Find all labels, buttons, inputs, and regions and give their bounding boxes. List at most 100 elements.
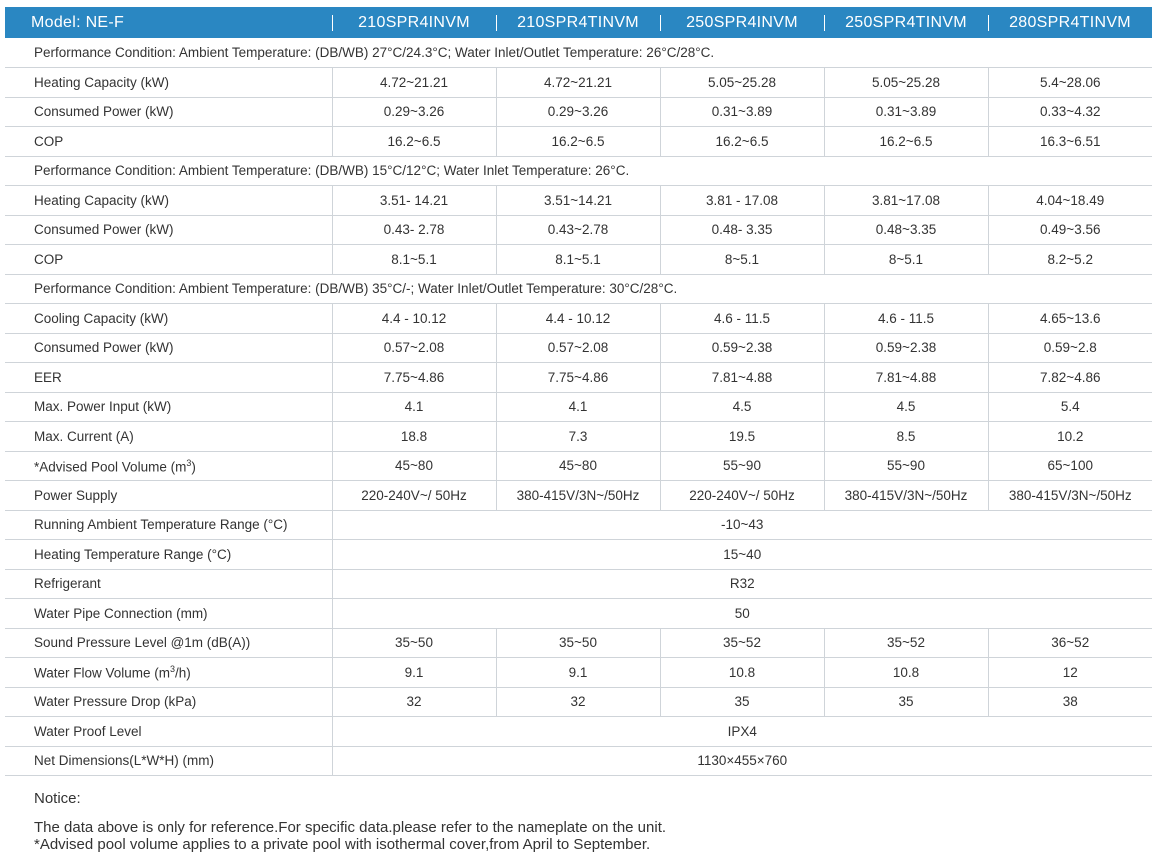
cell: 8.1~5.1 — [332, 244, 497, 275]
cell: 380-415V/3N~/50Hz — [824, 480, 989, 511]
table-row: Water Pipe Connection (mm) 50 — [5, 598, 1152, 629]
cell: 45~80 — [332, 451, 497, 481]
table-row: Sound Pressure Level @1m (dB(A)) 35~50 3… — [5, 628, 1152, 658]
cell: 0.33~4.32 — [988, 97, 1152, 127]
table-row: *Advised Pool Volume (m3) 45~80 45~80 55… — [5, 451, 1152, 481]
row-label: Max. Current (A) — [5, 421, 333, 452]
cell: 7.3 — [496, 421, 661, 452]
row-label: Water Proof Level — [5, 716, 333, 747]
cell: 0.57~2.08 — [332, 333, 497, 363]
model-header: 280SPR4TINVM — [988, 7, 1152, 38]
condition-row: Performance Condition: Ambient Temperatu… — [5, 274, 1152, 304]
cell: 4.72~21.21 — [332, 67, 497, 98]
cell: 7.75~4.86 — [496, 362, 661, 393]
table-row: Net Dimensions(L*W*H) (mm) 1130×455×760 — [5, 746, 1152, 776]
cell: 4.65~13.6 — [988, 303, 1152, 334]
cell: 45~80 — [496, 451, 661, 481]
cell: 32 — [496, 687, 661, 717]
table-row: Heating Capacity (kW) 4.72~21.21 4.72~21… — [5, 67, 1152, 98]
condition-row: Performance Condition: Ambient Temperatu… — [5, 38, 1152, 68]
table-row: COP 16.2~6.5 16.2~6.5 16.2~6.5 16.2~6.5 … — [5, 126, 1152, 157]
table-row: Water Pressure Drop (kPa) 32 32 35 35 38 — [5, 687, 1152, 717]
cell: 0.43~2.78 — [496, 215, 661, 245]
cell: 38 — [988, 687, 1152, 717]
cell: 18.8 — [332, 421, 497, 452]
cell: 7.82~4.86 — [988, 362, 1152, 393]
cell: 3.51~14.21 — [496, 185, 661, 216]
row-label: Water Pipe Connection (mm) — [5, 598, 333, 629]
cell-span: R32 — [332, 569, 1152, 599]
cell: 35~52 — [660, 628, 825, 658]
model-header: 250SPR4INVM — [660, 7, 824, 38]
table-row: Water Proof Level IPX4 — [5, 716, 1152, 747]
cell: 0.59~2.38 — [660, 333, 825, 363]
cell: 4.1 — [496, 392, 661, 422]
cell: 0.57~2.08 — [496, 333, 661, 363]
row-label: Consumed Power (kW) — [5, 333, 333, 363]
cell: 36~52 — [988, 628, 1152, 658]
cell: 9.1 — [496, 657, 661, 688]
row-label: Heating Capacity (kW) — [5, 67, 333, 98]
cell: 0.59~2.8 — [988, 333, 1152, 363]
table-row: Running Ambient Temperature Range (°C) -… — [5, 510, 1152, 540]
cell: 0.48~3.35 — [824, 215, 989, 245]
table-row: Max. Current (A) 18.8 7.3 19.5 8.5 10.2 — [5, 421, 1152, 452]
cell: 35 — [824, 687, 989, 717]
table-row: Consumed Power (kW) 0.57~2.08 0.57~2.08 … — [5, 333, 1152, 363]
cell: 35~50 — [496, 628, 661, 658]
cell: 220-240V~/ 50Hz — [332, 480, 497, 511]
cell: 4.1 — [332, 392, 497, 422]
row-label: Heating Temperature Range (°C) — [5, 539, 333, 570]
cell: 380-415V/3N~/50Hz — [496, 480, 661, 511]
row-label: COP — [5, 244, 333, 275]
cell: 4.6 - 11.5 — [660, 303, 825, 334]
table-row: Power Supply 220-240V~/ 50Hz 380-415V/3N… — [5, 480, 1152, 511]
row-label: COP — [5, 126, 333, 157]
cell: 0.31~3.89 — [824, 97, 989, 127]
table-row: Consumed Power (kW) 0.29~3.26 0.29~3.26 … — [5, 97, 1152, 127]
cell: 10.2 — [988, 421, 1152, 452]
row-label: *Advised Pool Volume (m3) — [5, 451, 333, 481]
cell-span: 1130×455×760 — [332, 746, 1152, 776]
table-row: Consumed Power (kW) 0.43- 2.78 0.43~2.78… — [5, 215, 1152, 245]
row-label: Refrigerant — [5, 569, 333, 599]
cell: 10.8 — [824, 657, 989, 688]
cell: 16.2~6.5 — [332, 126, 497, 157]
row-label: Power Supply — [5, 480, 333, 511]
model-header: 250SPR4TINVM — [824, 7, 988, 38]
cell-span: -10~43 — [332, 510, 1152, 540]
table-row: Cooling Capacity (kW) 4.4 - 10.12 4.4 - … — [5, 303, 1152, 334]
table-row: Max. Power Input (kW) 4.1 4.1 4.5 4.5 5.… — [5, 392, 1152, 422]
cell: 8.5 — [824, 421, 989, 452]
cell-span: 50 — [332, 598, 1152, 629]
cell: 3.51- 14.21 — [332, 185, 497, 216]
table-row: Heating Temperature Range (°C) 15~40 — [5, 539, 1152, 570]
notice-line: *Advised pool volume applies to a privat… — [34, 836, 651, 853]
notice-line: The data above is only for reference.For… — [34, 819, 667, 836]
cell: 4.4 - 10.12 — [332, 303, 497, 334]
cell: 4.4 - 10.12 — [496, 303, 661, 334]
cell: 8~5.1 — [660, 244, 825, 275]
table-row: EER 7.75~4.86 7.75~4.86 7.81~4.88 7.81~4… — [5, 362, 1152, 393]
cell: 5.05~25.28 — [824, 67, 989, 98]
model-label: Model: NE-F — [31, 13, 125, 31]
row-label: Heating Capacity (kW) — [5, 185, 333, 216]
cell: 4.5 — [824, 392, 989, 422]
cell: 0.31~3.89 — [660, 97, 825, 127]
cell: 35~50 — [332, 628, 497, 658]
cell: 4.04~18.49 — [988, 185, 1152, 216]
row-label: Net Dimensions(L*W*H) (mm) — [5, 746, 333, 776]
cell: 5.4~28.06 — [988, 67, 1152, 98]
cell: 16.3~6.51 — [988, 126, 1152, 157]
cell: 0.49~3.56 — [988, 215, 1152, 245]
cell: 32 — [332, 687, 497, 717]
cell: 8.1~5.1 — [496, 244, 661, 275]
cell: 5.05~25.28 — [660, 67, 825, 98]
row-label: Consumed Power (kW) — [5, 215, 333, 245]
row-label: Max. Power Input (kW) — [5, 392, 333, 422]
table-row: Heating Capacity (kW) 3.51- 14.21 3.51~1… — [5, 185, 1152, 216]
cell: 10.8 — [660, 657, 825, 688]
cell: 0.48- 3.35 — [660, 215, 825, 245]
row-label: Running Ambient Temperature Range (°C) — [5, 510, 333, 540]
cell: 5.4 — [988, 392, 1152, 422]
